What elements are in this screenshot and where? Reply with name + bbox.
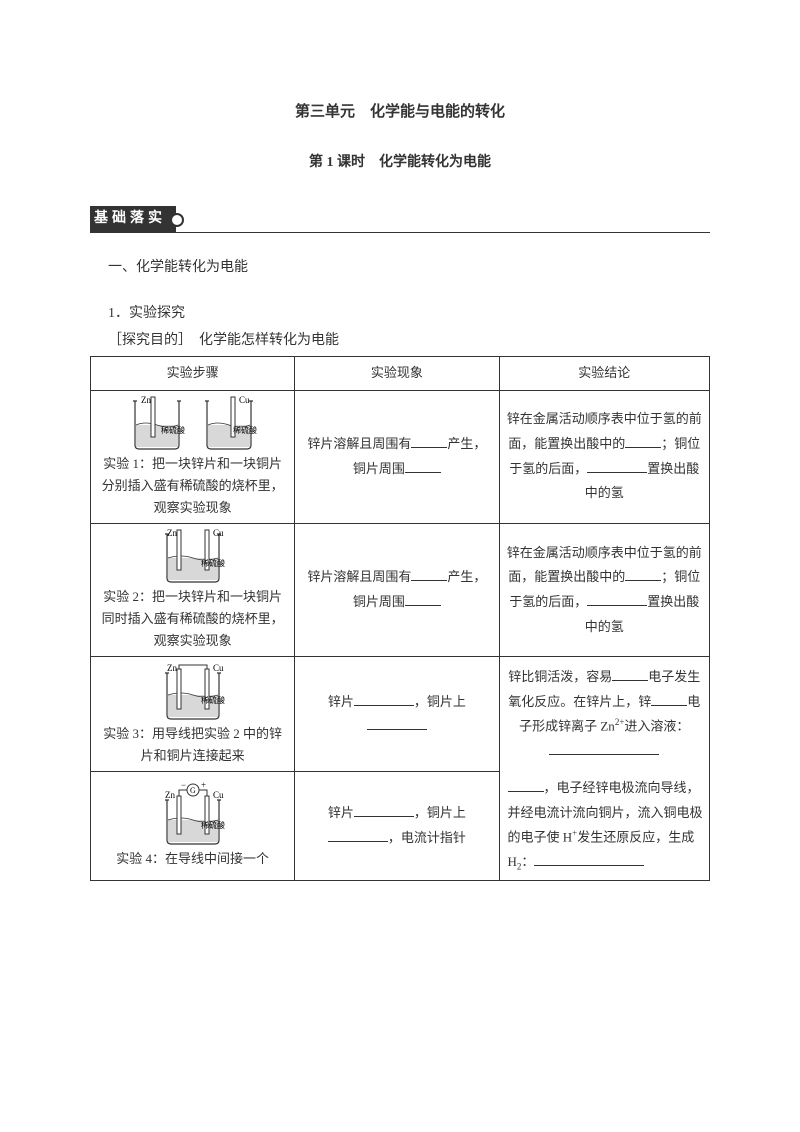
svg-text:G: G [190, 786, 196, 795]
svg-text:Zn: Zn [167, 663, 177, 673]
table-row: G − + Zn Cu 稀硫酸 实验 4：在导线中间接一个 锌片，铜片上，电流计… [91, 772, 710, 881]
svg-text:稀硫酸: 稀硫酸 [201, 695, 225, 705]
table-row: Zn Cu 稀硫酸 实验 3：用导线把实验 2 中的锌片和铜片连接起来 锌片，铜… [91, 657, 710, 772]
table-row: Zn Cu 稀硫酸 实验 2：把一块锌片和一块铜片同时插入盛有稀硫酸的烧杯里，观… [91, 523, 710, 656]
conclusion-cell: 锌在金属活动顺序表中位于氢的前面，能置换出酸中的；铜位于氢的后面，置换出酸中的氢 [499, 390, 709, 523]
experiment-table: 实验步骤 实验现象 实验结论 Zn 稀硫酸 [90, 356, 710, 881]
phenomenon-cell: 锌片溶解且周围有产生，铜片周围 [295, 390, 499, 523]
svg-text:Cu: Cu [239, 395, 250, 405]
svg-text:稀硫酸: 稀硫酸 [201, 820, 225, 830]
phenomenon-cell: 锌片，铜片上，电流计指针 [295, 772, 499, 881]
phenomenon-cell: 锌片溶解且周围有产生，铜片周围 [295, 523, 499, 656]
svg-text:稀硫酸: 稀硫酸 [161, 425, 185, 435]
table-header: 实验现象 [295, 356, 499, 390]
svg-text:稀硫酸: 稀硫酸 [201, 558, 225, 568]
table-row: Zn 稀硫酸 Cu 稀硫酸 实验 1：把一块锌片和一块铜片分别插入盛有稀硫酸的烧… [91, 390, 710, 523]
table-header: 实验步骤 [91, 356, 295, 390]
section-header: 基础落实 [90, 206, 710, 232]
lesson-title: 第 1 课时 化学能转化为电能 [90, 152, 710, 174]
beaker-icon: Zn 稀硫酸 [125, 395, 189, 451]
beaker-icon: G − + Zn Cu 稀硫酸 [151, 782, 235, 846]
phenomenon-cell: 锌片，铜片上 [295, 657, 499, 772]
conclusion-cell: 锌在金属活动顺序表中位于氢的前面，能置换出酸中的；铜位于氢的后面，置换出酸中的氢 [499, 523, 709, 656]
svg-text:Zn: Zn [167, 528, 177, 538]
unit-title: 第三单元 化学能与电能的转化 [90, 100, 710, 124]
beaker-icon: Zn Cu 稀硫酸 [153, 661, 233, 721]
svg-text:稀硫酸: 稀硫酸 [233, 425, 257, 435]
svg-text:Cu: Cu [213, 663, 224, 673]
svg-text:Zn: Zn [165, 790, 175, 800]
step-caption: 实验 3：用导线把实验 2 中的锌片和铜片连接起来 [97, 723, 288, 767]
step-caption: 实验 1：把一块锌片和一块铜片分别插入盛有稀硫酸的烧杯里，观察实验现象 [97, 453, 288, 519]
section-label: 基础落实 [90, 206, 176, 232]
beaker-diagram: G − + Zn Cu 稀硫酸 [97, 782, 288, 846]
beaker-diagram: Zn Cu 稀硫酸 [97, 528, 288, 584]
conclusion-cell: ，电子经锌电极流向导线，并经电流计流向铜片，流入铜电极的电子使 H+发生还原反应… [499, 772, 709, 881]
step-caption: 实验 2：把一块锌片和一块铜片同时插入盛有稀硫酸的烧杯里，观察实验现象 [97, 586, 288, 652]
beaker-icon: Cu 稀硫酸 [197, 395, 261, 451]
svg-text:Zn: Zn [141, 395, 151, 405]
heading-item: 1．实验探究 [108, 303, 710, 325]
svg-text:−: − [181, 782, 186, 790]
svg-text:Cu: Cu [213, 528, 224, 538]
conclusion-cell: 锌比铜活泼，容易电子发生氧化反应。在锌片上，锌电子形成锌离子 Zn2+进入溶液： [499, 657, 709, 772]
heading-purpose: ［探究目的］ 化学能怎样转化为电能 [108, 330, 710, 352]
beaker-diagram: Zn Cu 稀硫酸 [97, 661, 288, 721]
heading-topic: 一、化学能转化为电能 [108, 257, 710, 279]
svg-text:Cu: Cu [213, 790, 224, 800]
step-caption: 实验 4：在导线中间接一个 [97, 848, 288, 870]
beaker-icon: Zn Cu 稀硫酸 [153, 528, 233, 584]
table-header: 实验结论 [499, 356, 709, 390]
beaker-diagram: Zn 稀硫酸 Cu 稀硫酸 [97, 395, 288, 451]
svg-text:+: + [201, 782, 206, 790]
